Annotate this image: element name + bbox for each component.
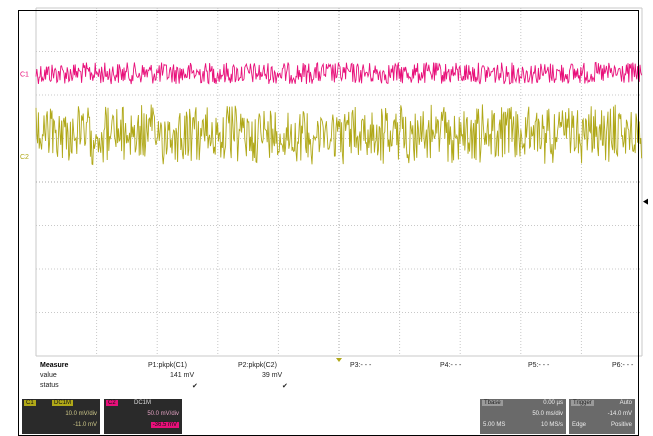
timebase-delay: 0.00 µs [543,400,563,406]
trigger-level-marker [643,198,648,205]
trigger-title: Trigger [571,400,594,406]
measure-col-p2[interactable]: P2:pkpk(C2) [238,362,277,369]
trace-c1 [35,61,643,85]
trigger-position-marker [336,358,342,362]
measure-value-p1: 141 mV [170,372,195,379]
measure-col-p4[interactable]: P4:- - - [440,362,462,369]
marker-c1: C1 [20,71,29,78]
channel-box-c2-tag: C2 [106,400,118,406]
channel-box-c1[interactable]: C1 DC1M 10.0 mV/div -11.0 mV [22,399,100,434]
timebase-title: Tbase [482,400,503,406]
measure-col-p3[interactable]: P3:- - - [350,362,372,369]
measure-status-p1: ✔ [192,383,198,390]
channel-box-c2-offset: -36.5 mV [150,422,179,428]
channel-box-c1-coupling: DC1M [52,400,74,406]
timebase-samples: 5.00 MS [483,422,506,428]
frame-left [18,10,19,436]
channel-box-c1-tag: C1 [24,400,36,406]
trigger-box[interactable]: Trigger Auto -14.0 mV Edge Positive [569,399,635,434]
timebase-rate: 10 MS/s [540,422,563,428]
measure-header: Measure [40,362,69,369]
measure-status-p2: ✔ [282,383,288,390]
measure-value-label: value [40,372,57,379]
timebase-scale: 50.0 ms/div [532,411,563,417]
trigger-type: Edge [572,422,587,428]
frame-top [18,10,638,11]
frame-right [638,10,639,436]
trigger-level: -14.0 mV [607,411,632,417]
trigger-mode: Auto [619,400,632,406]
measure-status-label: status [40,382,59,389]
channel-box-c2[interactable]: C2 DC1M 50.0 mV/div -36.5 mV [104,399,182,434]
measure-col-p1[interactable]: P1:pkpk(C1) [148,362,187,369]
timebase-box[interactable]: Tbase 0.00 µs 50.0 ms/div 5.00 MS 10 MS/… [480,399,566,434]
channel-box-c2-coupling: DC1M [134,400,152,406]
channel-box-c2-scale: 50.0 mV/div [147,411,179,417]
measure-value-p2: 39 mV [262,372,283,379]
marker-c2: C2 [20,154,29,161]
channel-box-c1-scale: 10.0 mV/div [65,411,97,417]
measure-col-p5[interactable]: P5:- - - [528,362,550,369]
trigger-coupling: Positive [610,422,632,428]
measure-col-p6[interactable]: P6:- - - [612,362,634,369]
channel-box-c1-offset: -11.0 mV [73,422,97,428]
trace-c2 [35,104,643,166]
